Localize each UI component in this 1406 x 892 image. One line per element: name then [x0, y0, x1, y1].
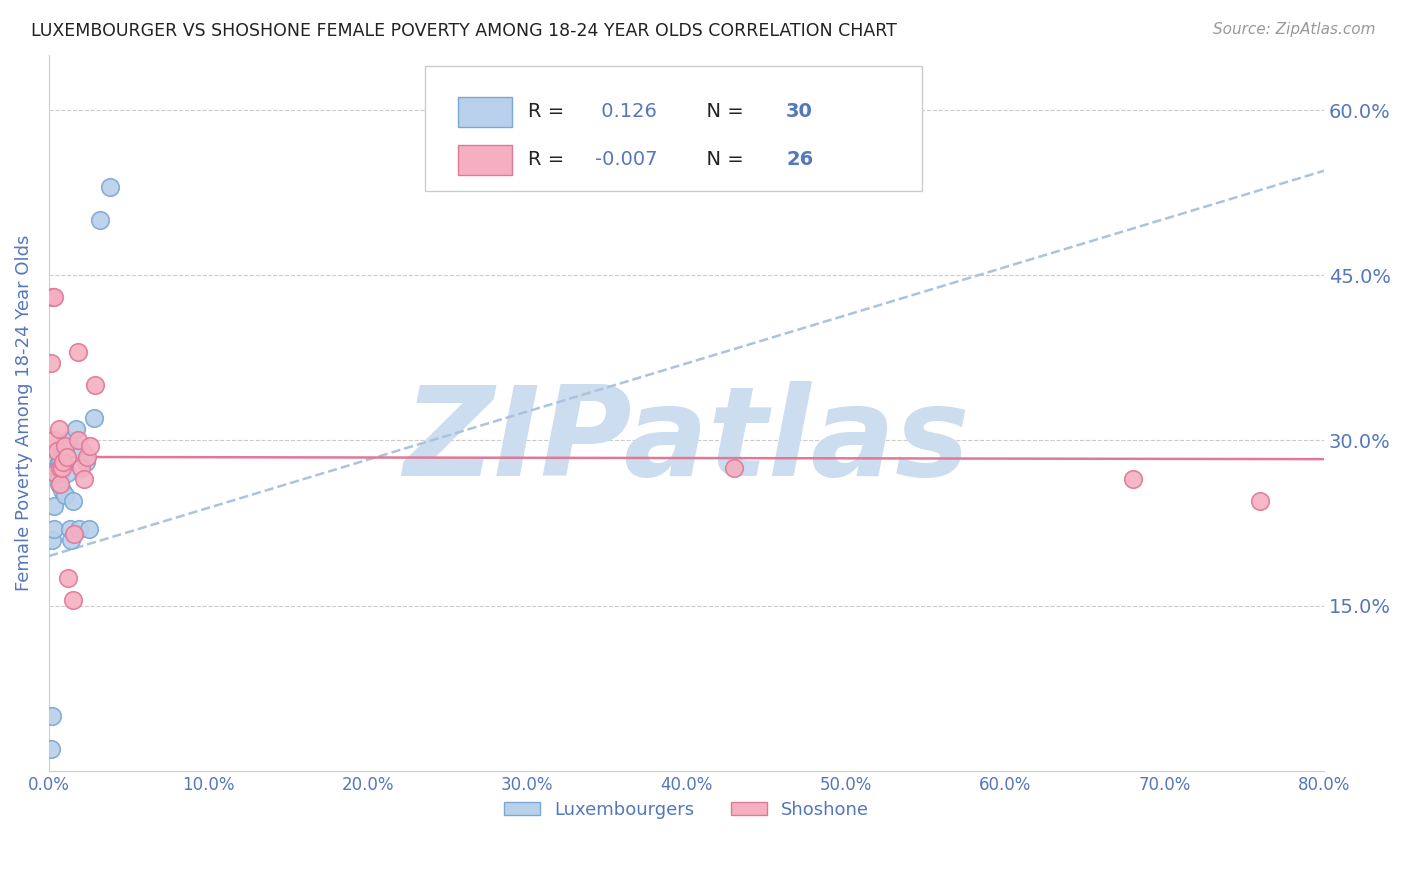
- Text: R =: R =: [529, 103, 571, 121]
- Point: [66, 434, 89, 448]
- Text: 26: 26: [786, 150, 813, 169]
- Point: [41, 533, 63, 547]
- Point: [41, 290, 63, 304]
- Point: [39, 741, 62, 756]
- Point: [65, 422, 87, 436]
- Point: [45, 444, 67, 458]
- Point: [52, 455, 75, 469]
- Point: [79, 439, 101, 453]
- Point: [48, 477, 70, 491]
- Point: [60, 533, 83, 547]
- Point: [44, 467, 66, 481]
- Text: N =: N =: [695, 103, 751, 121]
- Point: [62, 494, 84, 508]
- Point: [63, 527, 86, 541]
- Point: [89, 213, 111, 227]
- Text: N =: N =: [695, 150, 751, 169]
- Point: [77, 521, 100, 535]
- Point: [55, 467, 77, 481]
- Y-axis label: Female Poverty Among 18-24 Year Olds: Female Poverty Among 18-24 Year Olds: [15, 235, 32, 591]
- Point: [84, 378, 107, 392]
- Point: [49, 461, 72, 475]
- Text: R =: R =: [529, 150, 571, 169]
- Point: [49, 477, 72, 491]
- Point: [1122, 472, 1144, 486]
- Point: [67, 521, 90, 535]
- Point: [44, 450, 66, 464]
- Text: Source: ZipAtlas.com: Source: ZipAtlas.com: [1212, 22, 1375, 37]
- Point: [56, 571, 79, 585]
- Point: [42, 290, 65, 304]
- Point: [72, 444, 94, 458]
- Point: [51, 439, 73, 453]
- Point: [51, 483, 73, 497]
- FancyBboxPatch shape: [458, 97, 512, 127]
- Point: [83, 411, 105, 425]
- Point: [42, 521, 65, 535]
- Point: [73, 472, 96, 486]
- Point: [48, 455, 70, 469]
- Point: [59, 521, 82, 535]
- Point: [75, 455, 97, 469]
- Point: [45, 467, 67, 481]
- Point: [98, 180, 121, 194]
- Point: [53, 488, 76, 502]
- Point: [49, 455, 72, 469]
- Point: [55, 450, 77, 464]
- Text: -0.007: -0.007: [595, 150, 657, 169]
- Point: [66, 345, 89, 359]
- Point: [53, 439, 76, 453]
- Point: [42, 434, 65, 448]
- Point: [39, 356, 62, 370]
- Point: [48, 422, 70, 436]
- Text: LUXEMBOURGER VS SHOSHONE FEMALE POVERTY AMONG 18-24 YEAR OLDS CORRELATION CHART: LUXEMBOURGER VS SHOSHONE FEMALE POVERTY …: [31, 22, 897, 40]
- Point: [52, 455, 75, 469]
- Point: [45, 444, 67, 458]
- Text: 30: 30: [786, 103, 813, 121]
- Point: [44, 467, 66, 481]
- Point: [723, 461, 745, 475]
- Text: ZIPatlas: ZIPatlas: [404, 381, 970, 502]
- Point: [41, 708, 63, 723]
- Point: [49, 467, 72, 481]
- Point: [51, 461, 73, 475]
- Point: [1249, 494, 1271, 508]
- FancyBboxPatch shape: [425, 66, 922, 191]
- Point: [56, 434, 79, 448]
- Text: 0.126: 0.126: [595, 103, 657, 121]
- Point: [62, 593, 84, 607]
- Point: [70, 461, 93, 475]
- FancyBboxPatch shape: [458, 145, 512, 175]
- Point: [42, 500, 65, 514]
- Point: [76, 450, 98, 464]
- Legend: Luxembourgers, Shoshone: Luxembourgers, Shoshone: [496, 794, 876, 826]
